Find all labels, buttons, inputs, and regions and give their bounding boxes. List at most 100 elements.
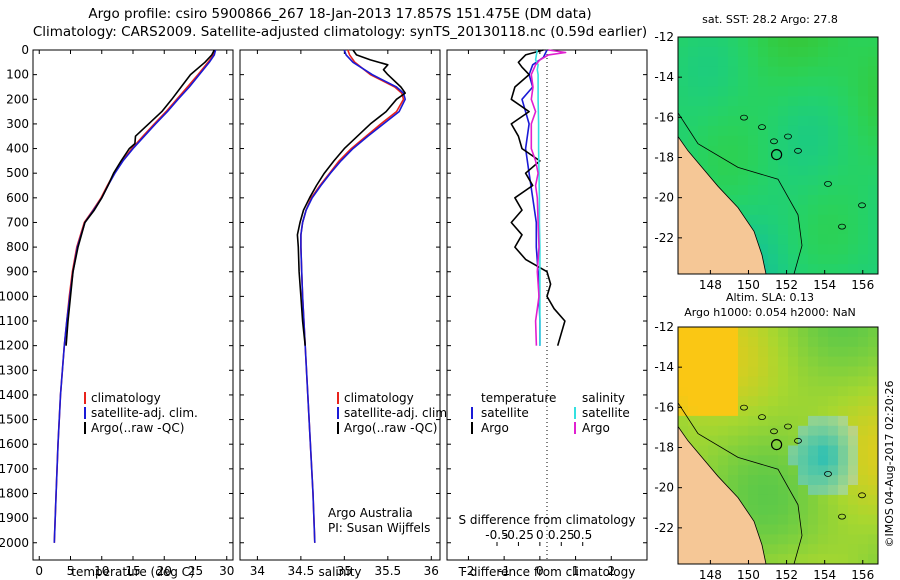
map-cell	[738, 125, 749, 137]
map-cell	[778, 544, 789, 555]
map-cell	[718, 145, 729, 156]
map-cell	[708, 116, 719, 127]
map-cell	[758, 244, 769, 255]
y-tick-label: 1500	[0, 413, 29, 427]
map-cell	[688, 366, 699, 377]
map-cell	[718, 185, 729, 196]
reef-outline	[740, 114, 748, 121]
map-cell	[838, 475, 849, 486]
map-cell	[868, 524, 879, 535]
map-cell	[818, 514, 829, 525]
map-cell	[818, 435, 829, 446]
map-cell	[708, 145, 719, 156]
map-cell	[808, 386, 819, 397]
map-cell	[868, 465, 879, 476]
map-cell	[778, 185, 789, 196]
series-line-argo-raw-qc-	[296, 49, 407, 346]
series-line-salinity-argo	[530, 49, 567, 346]
map-x-tick-label: 152	[775, 568, 798, 580]
map-cell	[858, 175, 869, 186]
map-cell	[748, 435, 759, 446]
map-cell	[758, 86, 769, 97]
map-cell	[868, 56, 879, 68]
map-cell	[828, 465, 839, 476]
map-cell	[808, 244, 819, 255]
map-cell	[788, 415, 799, 427]
map-cell	[768, 455, 779, 466]
map-cell	[868, 234, 879, 245]
map-cell	[678, 376, 689, 387]
y-tick-label: 500	[6, 166, 29, 180]
map-cell	[848, 386, 859, 397]
map-cell	[678, 46, 689, 58]
map-cell	[828, 37, 839, 48]
sst-map-title: sat. SST: 28.2 Argo: 27.8	[702, 13, 838, 26]
map-cell	[758, 37, 769, 48]
sst-map-body	[677, 36, 879, 275]
map-cell	[828, 475, 839, 486]
map-x-tick-label: 156	[851, 278, 874, 292]
map-cell	[838, 415, 849, 427]
map-cell	[818, 524, 829, 535]
map-cell	[788, 534, 799, 545]
annotation-argo-australia: Argo Australia	[328, 506, 413, 520]
map-cell	[788, 204, 799, 216]
map-cell	[868, 264, 879, 275]
map-cell	[768, 214, 779, 226]
map-cell	[868, 76, 879, 87]
map-cell	[818, 346, 829, 358]
map-cell	[818, 234, 829, 245]
map-cell	[688, 396, 699, 407]
map-cell	[858, 386, 869, 397]
map-cell	[798, 264, 809, 275]
map-cell	[748, 116, 759, 127]
map-cell	[808, 254, 819, 265]
map-cell	[698, 376, 709, 387]
map-cell	[718, 455, 729, 466]
map-cell	[728, 165, 739, 176]
map-cell	[688, 425, 699, 437]
map-x-tick-label: 156	[851, 568, 874, 580]
map-cell	[728, 145, 739, 156]
map-cell	[818, 116, 829, 127]
map-cell	[718, 415, 729, 427]
map-cell	[748, 76, 759, 87]
map-cell	[848, 554, 859, 565]
reef-outline	[794, 147, 802, 154]
map-cell	[838, 86, 849, 97]
map-cell	[838, 125, 849, 137]
map-cell	[838, 204, 849, 216]
map-cell	[828, 494, 839, 506]
map-y-tick-label: -22	[654, 521, 674, 535]
map-cell	[698, 366, 709, 377]
map-cell	[838, 244, 849, 255]
map-cell	[808, 37, 819, 48]
reef-outline	[858, 202, 866, 209]
map-cell	[728, 425, 739, 437]
map-cell	[728, 465, 739, 476]
map-cell	[818, 465, 829, 476]
map-cell	[858, 155, 869, 166]
map-cell	[778, 214, 789, 226]
map-cell	[848, 514, 859, 525]
map-cell	[848, 76, 859, 87]
map-cell	[758, 327, 769, 338]
map-cell	[738, 415, 749, 427]
difference-legend: temperature satellite Argo salinity sate…	[471, 391, 630, 435]
map-cell	[738, 327, 749, 338]
map-cell	[808, 514, 819, 525]
map-cell	[858, 425, 869, 437]
map-cell	[778, 366, 789, 377]
map-cell	[738, 116, 749, 127]
map-cell	[758, 135, 769, 147]
map-cell	[838, 455, 849, 466]
map-cell	[718, 175, 729, 186]
map-cell	[828, 504, 839, 516]
temperature-axes-frame	[32, 49, 234, 561]
map-cell	[728, 155, 739, 166]
map-cell	[828, 56, 839, 68]
map-cell	[718, 336, 729, 348]
map-cell	[848, 415, 859, 427]
map-cell	[768, 165, 779, 176]
map-cell	[808, 264, 819, 275]
